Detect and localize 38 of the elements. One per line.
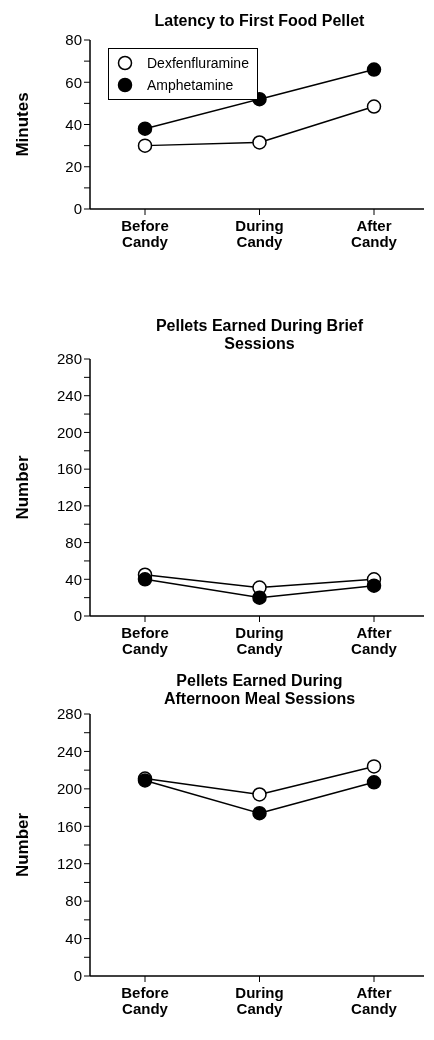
y-tick-label: 0 [73, 967, 82, 985]
y-tick-label: 120 [56, 855, 82, 873]
x-tick-label: After Candy [351, 624, 398, 657]
x-tick-label: During Candy [235, 984, 284, 1017]
y-tick-label: 160 [56, 817, 82, 835]
y-tick-label: 240 [56, 387, 82, 405]
x-tick-label: Before Candy [121, 624, 169, 657]
y-tick-label: 40 [65, 115, 82, 133]
chart-title: Pellets Earned During Brief Sessions [154, 317, 365, 353]
y-tick-label: 280 [56, 350, 82, 368]
y-tick-label: 120 [56, 497, 82, 515]
y-tick-label: 80 [65, 533, 82, 551]
y-tick-label: 80 [65, 892, 82, 910]
x-tick-label: After Candy [351, 984, 398, 1017]
x-tick-label: After Candy [351, 217, 398, 250]
y-tick-label: 0 [73, 607, 82, 625]
chart-title: Pellets Earned During Afternoon Meal Sessions [162, 672, 357, 708]
x-tick-label: Before Candy [121, 217, 169, 250]
y-tick-label: 200 [56, 780, 82, 798]
y-tick-label: 240 [56, 742, 82, 760]
y-tick-label: 20 [65, 158, 82, 176]
y-axis-title: Minutes [13, 92, 33, 157]
y-tick-label: 40 [65, 570, 82, 588]
y-tick-label: 80 [65, 31, 82, 49]
y-axis-title: Number [13, 455, 33, 520]
x-tick-label: During Candy [235, 217, 284, 250]
y-axis-title: Number [13, 812, 33, 878]
y-tick-label: 60 [65, 73, 82, 91]
legend-label: Dexfenfluramine [147, 54, 249, 73]
y-tick-label: 0 [73, 200, 82, 218]
legend-label: Amphetamine [147, 76, 234, 95]
chart-title: Latency to First Food Pellet [154, 12, 365, 30]
y-tick-label: 280 [56, 705, 82, 723]
x-tick-label: During Candy [235, 624, 284, 657]
y-tick-label: 40 [65, 929, 82, 947]
y-tick-label: 160 [56, 460, 82, 478]
y-tick-label: 200 [56, 423, 82, 441]
x-tick-label: Before Candy [121, 984, 169, 1017]
